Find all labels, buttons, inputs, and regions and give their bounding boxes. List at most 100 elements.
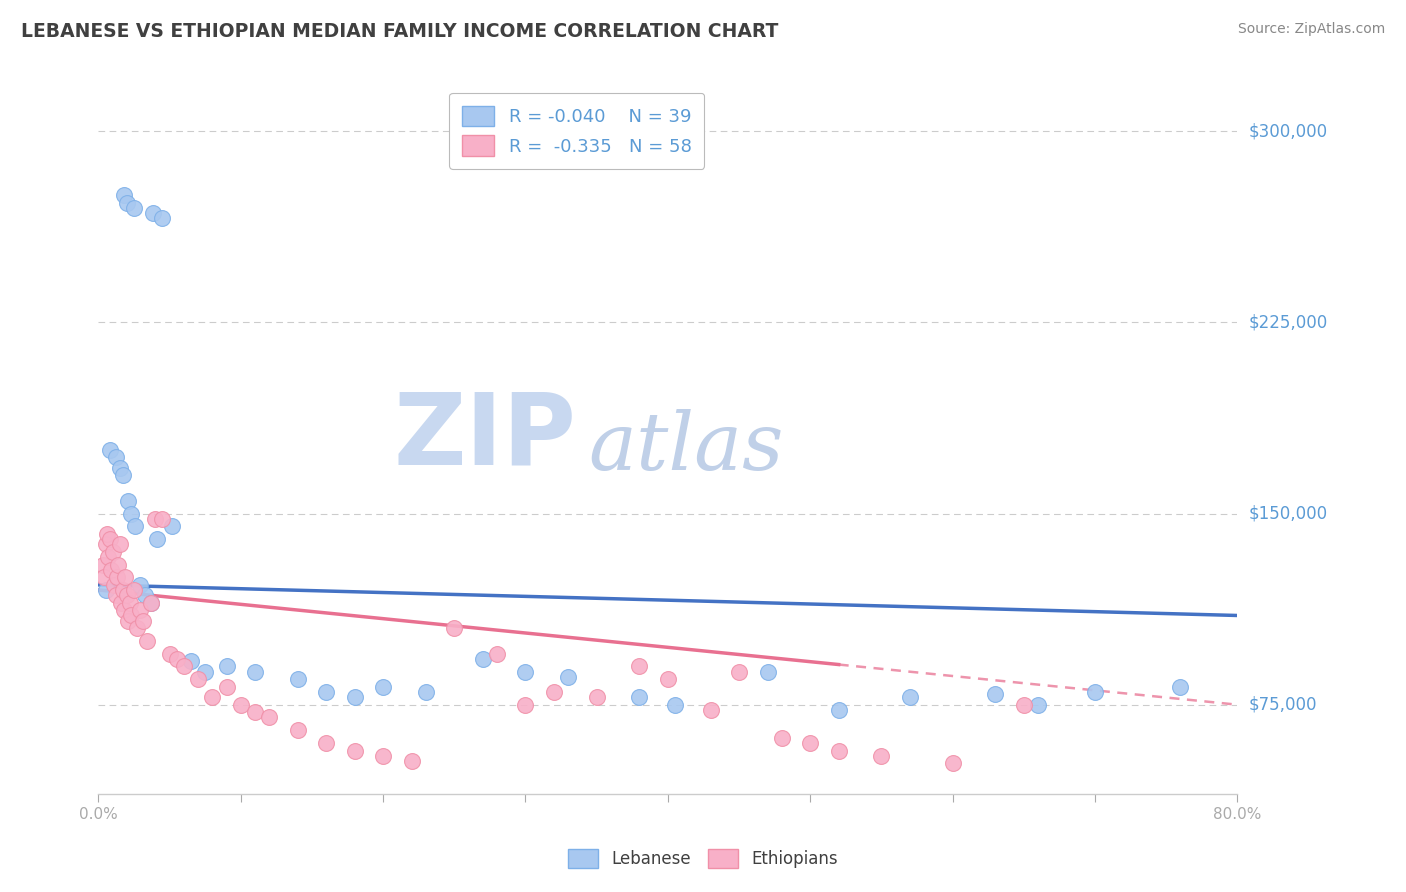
Point	[122, 582, 145, 597]
Point	[229, 698, 252, 712]
Point	[486, 647, 509, 661]
Point	[756, 665, 779, 679]
Point	[259, 710, 281, 724]
Point	[1084, 685, 1107, 699]
Point	[145, 511, 167, 525]
Point	[243, 665, 266, 679]
Point	[134, 588, 156, 602]
Point	[984, 688, 1007, 702]
Point	[515, 665, 537, 679]
Point	[108, 537, 131, 551]
Point	[628, 690, 651, 704]
Point	[107, 558, 129, 572]
Point	[243, 706, 266, 720]
Point	[108, 460, 131, 475]
Point	[98, 532, 121, 546]
Point	[180, 654, 202, 668]
Point	[114, 570, 136, 584]
Point	[128, 603, 150, 617]
Legend: R = -0.040    N = 39, R =  -0.335   N = 58: R = -0.040 N = 39, R = -0.335 N = 58	[449, 93, 704, 169]
Point	[415, 685, 437, 699]
Point	[124, 519, 146, 533]
Point	[799, 736, 821, 750]
Point	[942, 756, 965, 771]
Point	[898, 690, 921, 704]
Point	[96, 527, 118, 541]
Point	[112, 603, 135, 617]
Point	[173, 659, 195, 673]
Point	[201, 690, 224, 704]
Point	[139, 596, 162, 610]
Point	[120, 507, 142, 521]
Point	[152, 511, 174, 525]
Text: atlas: atlas	[588, 409, 783, 486]
Point	[1012, 698, 1035, 712]
Point	[98, 442, 121, 457]
Point	[122, 201, 145, 215]
Point	[97, 549, 120, 564]
Point	[139, 596, 162, 610]
Point	[664, 698, 686, 712]
Text: $75,000: $75,000	[1249, 696, 1317, 714]
Point	[215, 659, 238, 673]
Point	[112, 188, 135, 202]
Point	[187, 672, 209, 686]
Point	[557, 670, 579, 684]
Text: $150,000: $150,000	[1249, 505, 1327, 523]
Point	[515, 698, 537, 712]
Point	[657, 672, 679, 686]
Point	[728, 665, 751, 679]
Point	[159, 647, 181, 661]
Point	[125, 621, 148, 635]
Point	[128, 578, 150, 592]
Point	[111, 468, 134, 483]
Text: Source: ZipAtlas.com: Source: ZipAtlas.com	[1237, 22, 1385, 37]
Point	[443, 621, 465, 635]
Point	[471, 652, 494, 666]
Point	[103, 578, 125, 592]
Point	[118, 596, 141, 610]
Point	[111, 582, 134, 597]
Point	[101, 545, 124, 559]
Point	[115, 588, 138, 602]
Text: LEBANESE VS ETHIOPIAN MEDIAN FAMILY INCOME CORRELATION CHART: LEBANESE VS ETHIOPIAN MEDIAN FAMILY INCO…	[21, 22, 779, 41]
Point	[315, 685, 337, 699]
Point	[135, 634, 157, 648]
Text: $225,000: $225,000	[1249, 313, 1327, 332]
Point	[162, 519, 184, 533]
Point	[828, 703, 851, 717]
Point	[770, 731, 793, 745]
Point	[104, 588, 127, 602]
Point	[315, 736, 337, 750]
Point	[371, 748, 394, 763]
Point	[287, 672, 309, 686]
Point	[117, 493, 139, 508]
Text: $300,000: $300,000	[1249, 122, 1327, 140]
Point	[343, 743, 366, 757]
Point	[100, 563, 122, 577]
Text: ZIP: ZIP	[394, 389, 576, 485]
Point	[117, 614, 139, 628]
Point	[1170, 680, 1192, 694]
Point	[131, 614, 153, 628]
Point	[166, 652, 188, 666]
Point	[543, 685, 565, 699]
Point	[401, 754, 423, 768]
Point	[120, 608, 142, 623]
Point	[93, 570, 115, 584]
Point	[94, 582, 117, 597]
Point	[699, 703, 721, 717]
Point	[628, 659, 651, 673]
Point	[194, 665, 217, 679]
Point	[828, 743, 851, 757]
Point	[104, 450, 127, 465]
Point	[152, 211, 174, 225]
Point	[1026, 698, 1049, 712]
Point	[215, 680, 238, 694]
Point	[371, 680, 394, 694]
Point	[91, 558, 114, 572]
Point	[146, 532, 169, 546]
Point	[141, 206, 163, 220]
Point	[94, 537, 117, 551]
Point	[287, 723, 309, 738]
